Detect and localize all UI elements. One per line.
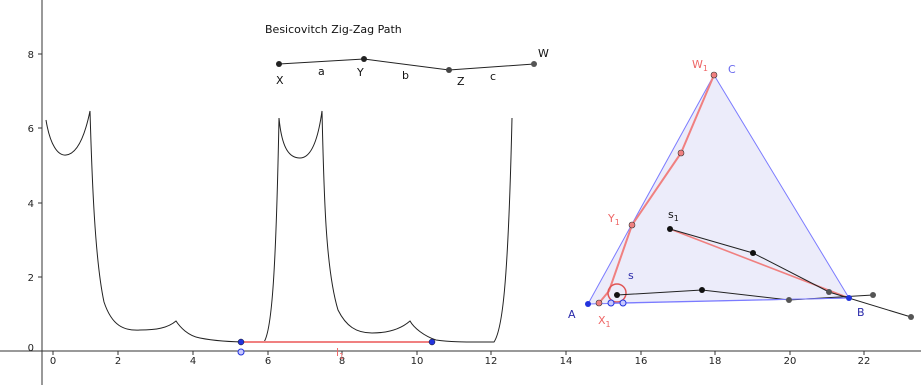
x-tick-4: 4 — [190, 356, 196, 367]
x-tick-16: 16 — [635, 356, 648, 367]
x-tick-22: 22 — [858, 356, 871, 367]
besicovitch-curve[interactable] — [45, 110, 513, 343]
label-b: b — [402, 69, 409, 82]
label-s: s — [628, 269, 634, 282]
label-C: C — [728, 63, 736, 76]
point-red-mid[interactable] — [677, 149, 685, 157]
label-B: B — [857, 306, 865, 319]
point-black-5[interactable] — [786, 297, 792, 303]
x-tick-18: 18 — [709, 356, 722, 367]
point-Z[interactable] — [446, 67, 452, 73]
label-Z: Z — [457, 75, 465, 88]
inner-base-line — [610, 297, 850, 304]
canvas-title: Besicovitch Zig-Zag Path — [265, 23, 402, 36]
point-X1[interactable] — [595, 299, 603, 307]
black-path-s[interactable] — [616, 289, 874, 301]
point-blue-1[interactable] — [607, 299, 615, 307]
label-W: W — [538, 47, 549, 60]
point-s1[interactable] — [667, 226, 673, 232]
point-black-1[interactable] — [750, 250, 756, 256]
point-s[interactable] — [614, 292, 620, 298]
point-blue-2[interactable] — [619, 299, 627, 307]
y-tick-4: 4 — [28, 199, 34, 210]
label-W1: W1 — [692, 58, 708, 73]
x-tick-10: 10 — [411, 356, 424, 367]
segment-l1-label: l1 — [336, 346, 344, 361]
x-tick-12: 12 — [485, 356, 498, 367]
x-tick-8: 8 — [339, 356, 345, 367]
point-Y[interactable] — [361, 56, 367, 62]
y-tick-8: 8 — [28, 50, 34, 61]
zigzag-polyline[interactable] — [278, 58, 535, 71]
point-W[interactable] — [531, 61, 537, 67]
point-black-4[interactable] — [699, 287, 705, 293]
y-tick-0: 0 — [28, 343, 34, 354]
red-rotation-circle[interactable] — [607, 283, 627, 303]
point-black-6[interactable] — [870, 292, 876, 298]
black-construction-lines[interactable] — [610, 228, 912, 318]
label-c: c — [490, 70, 496, 83]
segment-l1-start-point[interactable] — [237, 338, 245, 346]
label-X: X — [276, 74, 284, 87]
axis-projection-point[interactable] — [237, 348, 245, 356]
point-X[interactable] — [276, 61, 282, 67]
black-path-s1[interactable] — [669, 228, 912, 318]
segment-l1[interactable]: l1 — [237, 338, 436, 361]
point-W1[interactable] — [710, 71, 718, 79]
x-tick-20: 20 — [784, 356, 797, 367]
y-tick-2: 2 — [28, 273, 34, 284]
point-A[interactable] — [585, 301, 591, 307]
segment-l1-end-point[interactable] — [428, 338, 436, 346]
label-Y1: Y1 — [607, 212, 620, 227]
point-B[interactable] — [846, 295, 852, 301]
label-Y: Y — [356, 66, 364, 79]
triangle-points[interactable] — [585, 71, 914, 320]
label-X1: X1 — [598, 314, 611, 329]
triangle-labels: A B C W1 Y1 X1 s1 s — [568, 58, 865, 329]
label-A: A — [568, 308, 576, 321]
y-tick-6: 6 — [28, 124, 34, 135]
x-tick-14: 14 — [560, 356, 573, 367]
point-black-2[interactable] — [826, 289, 832, 295]
x-tick-0: 0 — [50, 356, 56, 367]
label-a: a — [318, 65, 325, 78]
point-black-3[interactable] — [908, 314, 914, 320]
x-tick-2: 2 — [115, 356, 121, 367]
label-s1: s1 — [668, 208, 679, 223]
point-Y1[interactable] — [628, 221, 636, 229]
x-tick-6: 6 — [265, 356, 271, 367]
zigzag-path[interactable]: X Y Z W a b c — [276, 47, 549, 88]
